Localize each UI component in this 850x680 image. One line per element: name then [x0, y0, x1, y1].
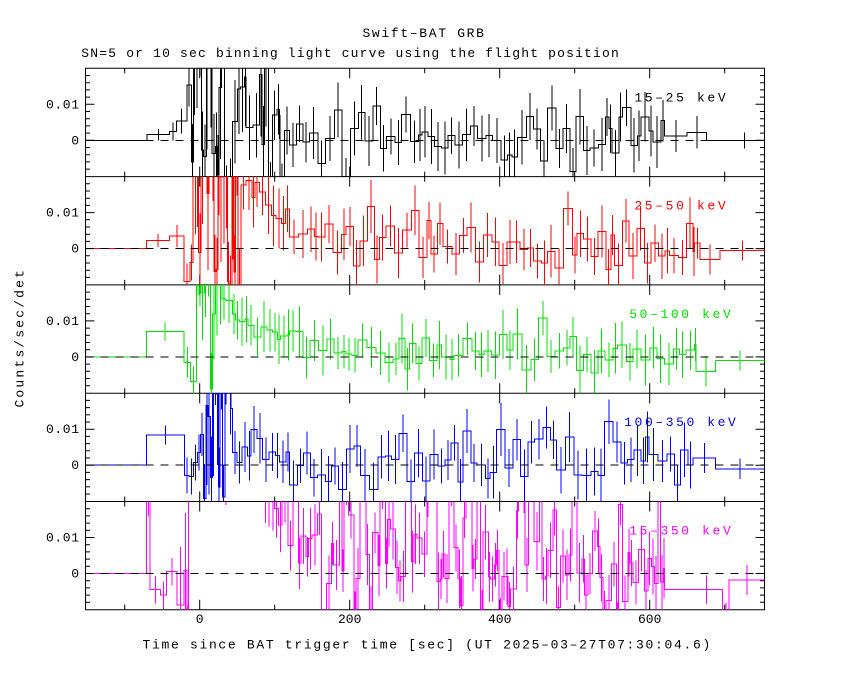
svg-text:0.01: 0.01: [46, 422, 79, 437]
svg-text:0.01: 0.01: [46, 206, 79, 221]
svg-text:Swift–BAT GRB: Swift–BAT GRB: [362, 26, 484, 41]
svg-text:0: 0: [196, 612, 204, 627]
svg-text:100–350 keV: 100–350 keV: [624, 415, 736, 430]
svg-text:0: 0: [71, 350, 79, 365]
svg-text:0: 0: [71, 567, 79, 582]
svg-text:0: 0: [71, 458, 79, 473]
svg-text:SN=5 or 10 sec binning light c: SN=5 or 10 sec binning light curve using…: [81, 46, 618, 61]
svg-text:0.01: 0.01: [46, 97, 79, 112]
svg-text:25–50 keV: 25–50 keV: [634, 199, 726, 214]
svg-text:0.01: 0.01: [46, 314, 79, 329]
svg-text:400: 400: [488, 612, 511, 627]
svg-text:0: 0: [71, 242, 79, 257]
svg-text:15–25 keV: 15–25 keV: [634, 90, 726, 105]
svg-text:0.01: 0.01: [46, 531, 79, 546]
svg-text:200: 200: [338, 612, 361, 627]
svg-text:0: 0: [71, 133, 79, 148]
svg-text:600: 600: [638, 612, 661, 627]
